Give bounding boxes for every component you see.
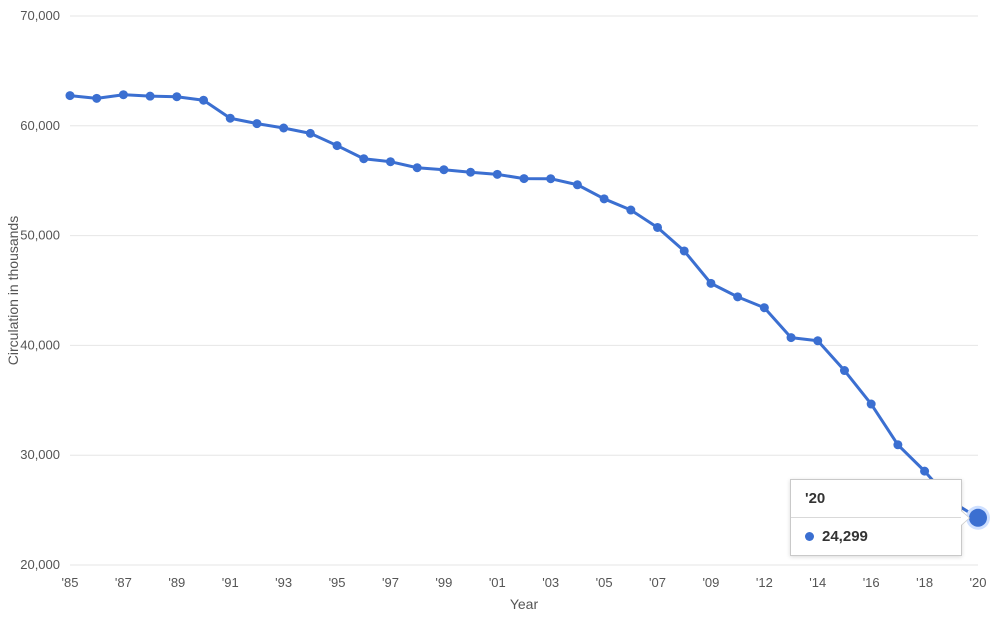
tooltip-dot-icon — [805, 532, 814, 541]
y-tick-label: 30,000 — [20, 447, 60, 462]
data-point[interactable] — [466, 168, 475, 177]
chart-container: 20,00030,00040,00050,00060,00070,000'85'… — [0, 0, 1000, 623]
y-tick-label: 40,000 — [20, 337, 60, 352]
x-tick-label: '87 — [115, 575, 132, 590]
y-tick-label: 50,000 — [20, 228, 60, 243]
data-point[interactable] — [573, 180, 582, 189]
data-point[interactable] — [66, 91, 75, 100]
x-tick-label: '99 — [435, 575, 452, 590]
tooltip-caret-icon — [961, 510, 970, 526]
data-point-highlight[interactable] — [969, 509, 987, 527]
data-point[interactable] — [840, 366, 849, 375]
data-point[interactable] — [359, 154, 368, 163]
x-tick-label: '85 — [62, 575, 79, 590]
x-tick-label: '89 — [168, 575, 185, 590]
data-point[interactable] — [893, 440, 902, 449]
x-tick-label: '91 — [222, 575, 239, 590]
data-point[interactable] — [680, 246, 689, 255]
data-point[interactable] — [813, 336, 822, 345]
x-tick-label: '14 — [809, 575, 826, 590]
y-tick-label: 20,000 — [20, 557, 60, 572]
data-point[interactable] — [119, 90, 128, 99]
x-tick-label: '95 — [329, 575, 346, 590]
data-point[interactable] — [787, 333, 796, 342]
series-line — [70, 95, 978, 518]
x-tick-label: '18 — [916, 575, 933, 590]
data-point[interactable] — [146, 92, 155, 101]
y-tick-label: 70,000 — [20, 8, 60, 23]
data-point[interactable] — [626, 206, 635, 215]
data-point[interactable] — [226, 114, 235, 123]
data-point[interactable] — [493, 170, 502, 179]
data-point[interactable] — [199, 96, 208, 105]
x-tick-label: '03 — [542, 575, 559, 590]
x-tick-label: '09 — [702, 575, 719, 590]
x-tick-label: '01 — [489, 575, 506, 590]
data-point[interactable] — [333, 141, 342, 150]
data-point[interactable] — [386, 157, 395, 166]
data-point[interactable] — [733, 292, 742, 301]
data-point[interactable] — [760, 303, 769, 312]
data-point[interactable] — [279, 123, 288, 132]
y-tick-label: 60,000 — [20, 118, 60, 133]
x-tick-label: '12 — [756, 575, 773, 590]
y-axis-label: Circulation in thousands — [5, 216, 21, 365]
data-point[interactable] — [92, 94, 101, 103]
data-point[interactable] — [172, 92, 181, 101]
tooltip-header: '20 — [791, 480, 961, 518]
data-point[interactable] — [546, 174, 555, 183]
data-point[interactable] — [706, 279, 715, 288]
x-axis-label: Year — [510, 596, 539, 612]
data-point[interactable] — [920, 467, 929, 476]
tooltip-body: 24,299 — [791, 518, 961, 555]
y-axis: 20,000 30,000 40,000 50,000 60,000 70,000 — [20, 8, 60, 572]
x-tick-label: '16 — [863, 575, 880, 590]
data-point[interactable] — [413, 163, 422, 172]
x-tick-label: '93 — [275, 575, 292, 590]
data-point[interactable] — [653, 223, 662, 232]
x-tick-label: '05 — [596, 575, 613, 590]
x-tick-label: '07 — [649, 575, 666, 590]
data-point[interactable] — [520, 174, 529, 183]
data-point[interactable] — [439, 165, 448, 174]
chart-tooltip: '20 24,299 — [790, 479, 962, 556]
tooltip-value: 24,299 — [822, 528, 868, 545]
x-tick-label: '97 — [382, 575, 399, 590]
x-axis: '85 '87 '89 '91 '93 '95 '97 '99 '01 '03 '05 '07 '09 '… — [62, 575, 987, 590]
data-point[interactable] — [306, 129, 315, 138]
data-point[interactable] — [252, 119, 261, 128]
data-point[interactable] — [867, 400, 876, 409]
x-tick-label: '20 — [970, 575, 987, 590]
data-point[interactable] — [600, 194, 609, 203]
